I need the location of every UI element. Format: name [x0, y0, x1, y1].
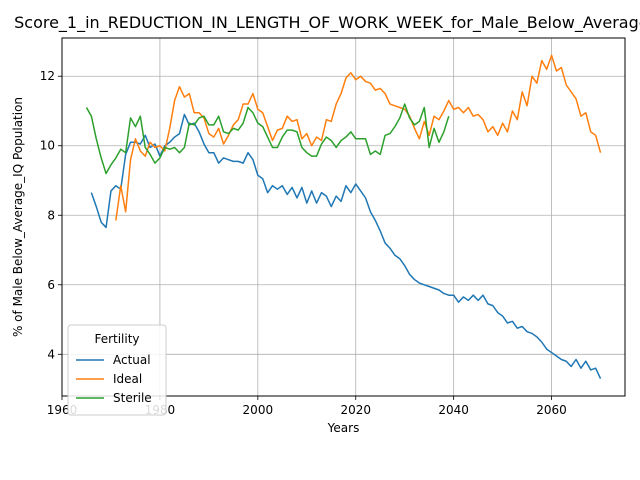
y-tick-label: 4 [47, 347, 55, 361]
series-lines [85, 54, 602, 379]
legend-title: Fertility [94, 332, 139, 346]
legend-box [67, 324, 167, 416]
y-tick-label: 6 [47, 278, 55, 292]
series-line-actual [90, 113, 602, 379]
x-axis-label: Years [327, 421, 360, 435]
y-axis-label: % of Male Below_Average_IQ Population [11, 97, 25, 337]
legend-label-actual: Actual [113, 353, 151, 367]
legend-label-ideal: Ideal [113, 372, 142, 386]
series-line-sterile [85, 103, 450, 175]
x-tick-label: 2020 [340, 403, 371, 417]
x-tick-label: 2060 [536, 403, 567, 417]
legend: Fertility Actual Ideal Sterile [67, 324, 167, 416]
series-line-ideal [115, 54, 602, 221]
chart-title: Score_1_in_REDUCTION_IN_LENGTH_OF_WORK_W… [14, 13, 640, 33]
y-tick-label: 12 [40, 69, 55, 83]
legend-label-sterile: Sterile [113, 391, 152, 405]
x-tick-label: 2040 [438, 403, 469, 417]
grid [61, 38, 625, 396]
y-tick-label: 10 [40, 139, 55, 153]
plot-frame [61, 37, 626, 397]
x-tick-label: 2000 [243, 403, 274, 417]
y-tick-label: 8 [47, 208, 55, 222]
